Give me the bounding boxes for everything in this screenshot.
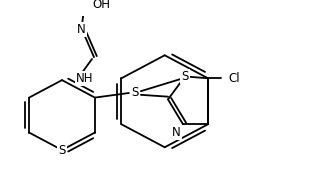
Text: S: S (58, 143, 66, 157)
Text: N: N (76, 23, 85, 36)
Text: Cl: Cl (228, 72, 240, 85)
Text: S: S (131, 86, 139, 100)
Text: S: S (181, 70, 189, 83)
Text: OH: OH (92, 0, 110, 11)
Text: NH: NH (76, 72, 94, 85)
Text: N: N (172, 126, 181, 139)
